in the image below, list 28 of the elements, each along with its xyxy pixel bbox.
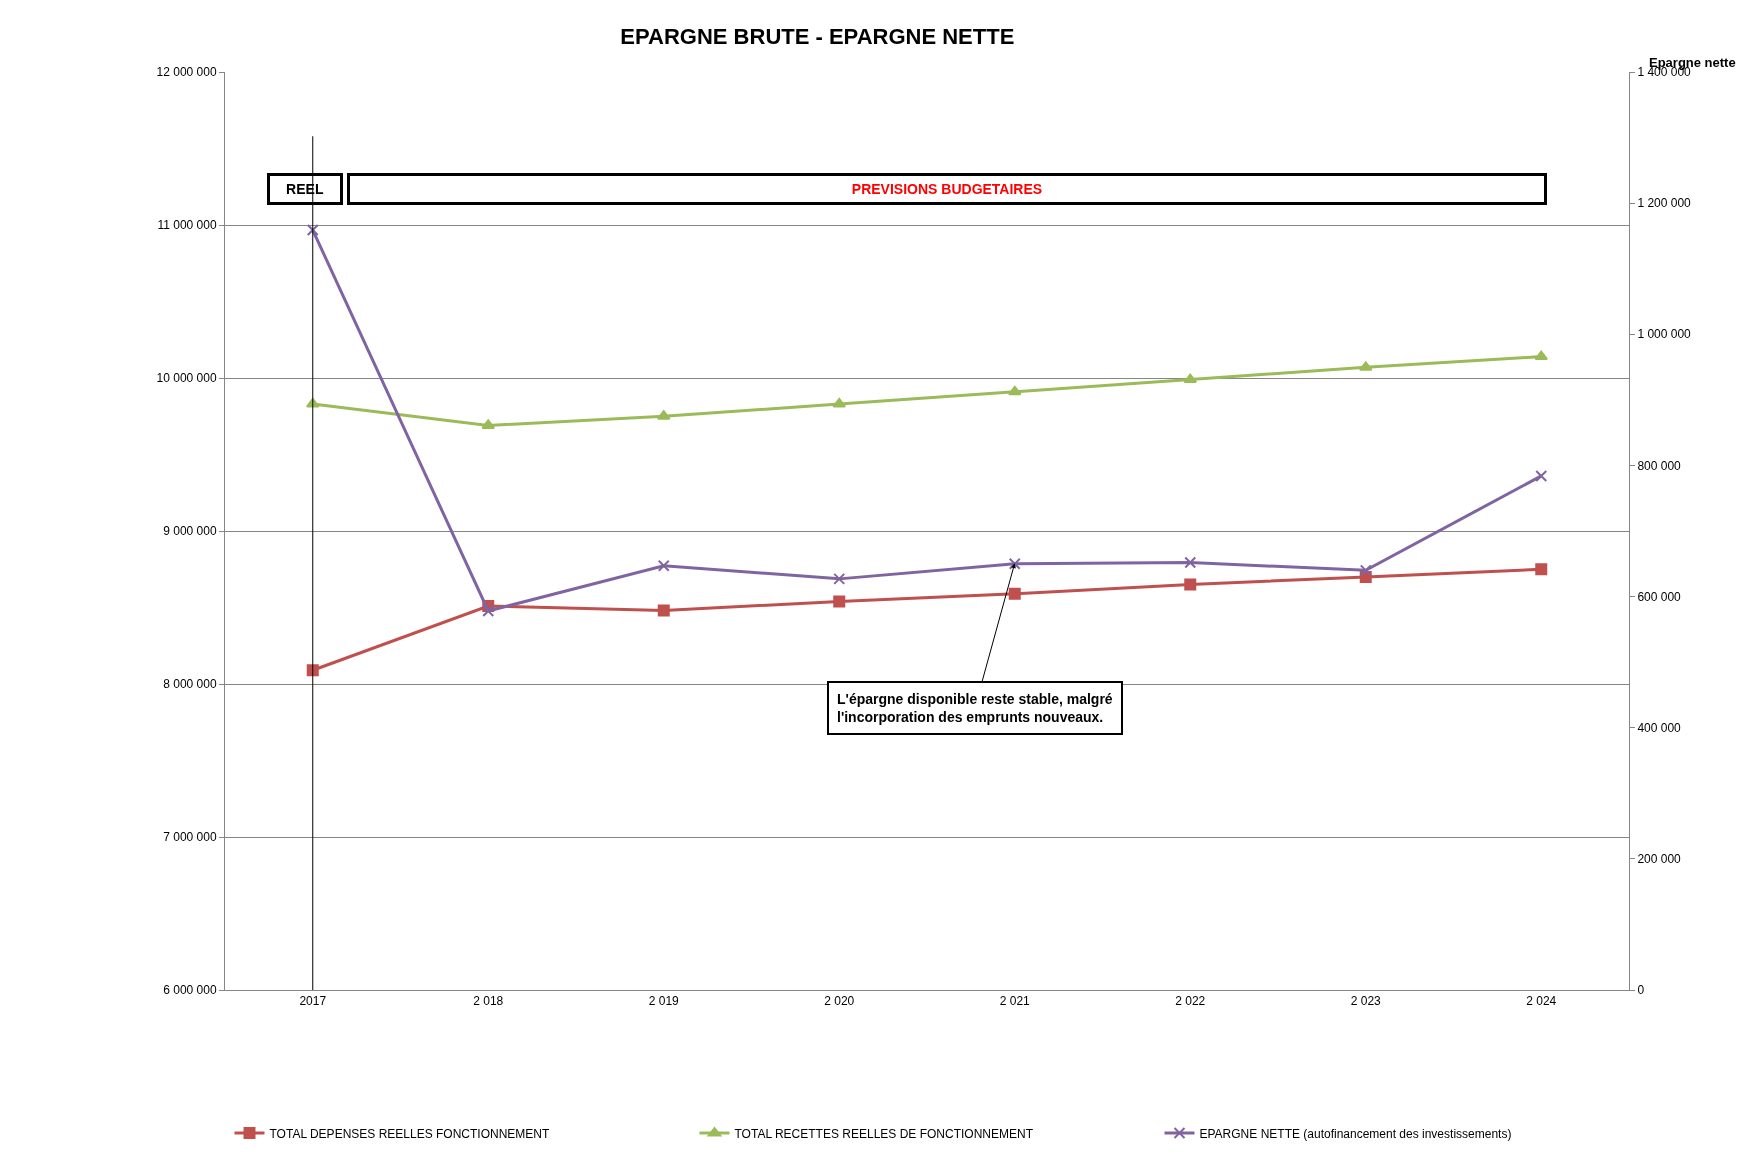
- y2-tick-label: 200 000: [1637, 852, 1682, 867]
- legend-label: TOTAL DEPENSES REELLES FONCTIONNEMENT: [269, 1126, 550, 1141]
- legend-label: TOTAL RECETTES REELLES DE FONCTIONNEMENT: [734, 1126, 1034, 1141]
- y2-tick-label: 600 000: [1637, 589, 1682, 604]
- legend-label: EPARGNE NETTE (autofinancement des investissements): [1199, 1126, 1512, 1141]
- y2-tick-label: 1 000 000: [1637, 327, 1692, 342]
- x-tick-label: 2 022: [1175, 994, 1206, 1009]
- x-tick-label: 2 018: [473, 994, 504, 1009]
- y-tick-label: 11 000 000: [157, 218, 217, 233]
- y-tick-label: 9 000 000: [163, 524, 217, 539]
- x-tick-label: 2 023: [1350, 994, 1382, 1009]
- chart-title: EPARGNE BRUTE - EPARGNE NETTE: [620, 24, 1015, 50]
- y-tick-label: 12 000 000: [156, 65, 217, 80]
- y-tick-label: 8 000 000: [163, 677, 217, 692]
- x-tick-label: 2 020: [824, 994, 855, 1009]
- y2-tick-label: 400 000: [1637, 720, 1682, 735]
- y2-tick-label: 1 200 000: [1637, 196, 1692, 211]
- annotation: PREVISIONS BUDGETAIRES: [851, 181, 1043, 197]
- y-tick-label: 10 000 000: [156, 371, 217, 386]
- x-tick-label: 2 024: [1526, 994, 1557, 1009]
- y2-tick-label: 800 000: [1637, 458, 1682, 473]
- x-tick-label: 2017: [299, 994, 327, 1009]
- y-tick-label: 6 000 000: [163, 983, 217, 998]
- annotation: L'épargne disponible reste stable, malgré l'incorporation des emprunts nouveaux.: [837, 691, 1113, 726]
- x-tick-label: 2 021: [999, 994, 1031, 1009]
- y-tick-label: 7 000 000: [163, 830, 217, 845]
- y2-tick-label: 0: [1637, 983, 1645, 998]
- x-tick-label: 2 019: [648, 994, 680, 1009]
